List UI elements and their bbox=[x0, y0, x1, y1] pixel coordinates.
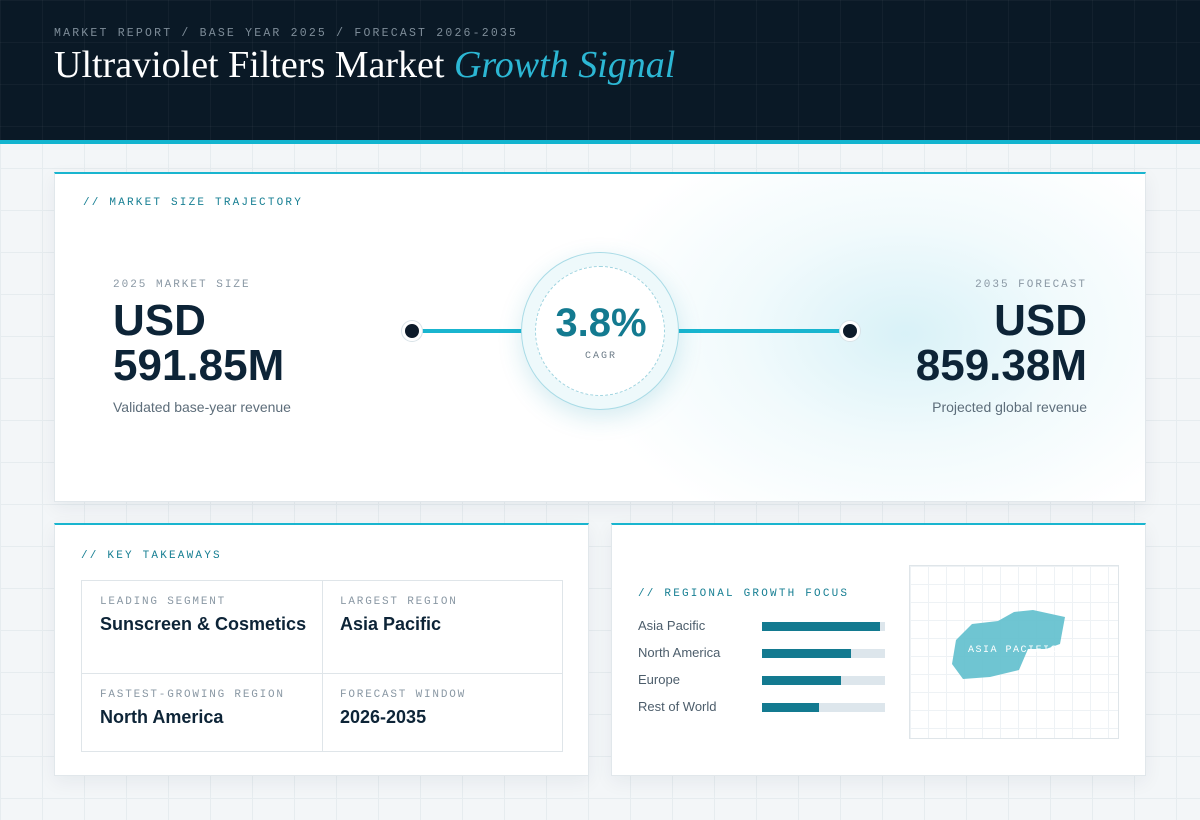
regional-label: // REGIONAL GROWTH FOCUS bbox=[638, 588, 850, 600]
takeaway-key: LEADING SEGMENT bbox=[100, 596, 227, 608]
key-takeaways-card: // KEY TAKEAWAYS LEADING SEGMENT Sunscre… bbox=[54, 523, 589, 776]
market-size-card: // MARKET SIZE TRAJECTORY 2025 MARKET SI… bbox=[54, 172, 1146, 502]
region-name: North America bbox=[638, 645, 721, 660]
region-bar-fill bbox=[762, 622, 881, 631]
takeaway-key: FASTEST-GROWING REGION bbox=[100, 689, 285, 701]
region-bar-track bbox=[762, 703, 885, 712]
grid-divider-vertical bbox=[322, 581, 323, 751]
region-name: Asia Pacific bbox=[638, 618, 706, 633]
base-caption: 2025 MARKET SIZE bbox=[113, 279, 251, 291]
region-bar-fill bbox=[762, 649, 851, 658]
region-bar-track bbox=[762, 676, 885, 685]
region-bar-row: Europe bbox=[638, 670, 888, 690]
cagr-badge: 3.8% CAGR bbox=[521, 252, 679, 410]
asia-pacific-shape bbox=[952, 610, 1065, 679]
region-name: Europe bbox=[638, 672, 680, 687]
report-breadcrumb: MARKET REPORT / BASE YEAR 2025 / FORECAS… bbox=[54, 27, 519, 40]
forecast-caption: 2035 FORECAST bbox=[975, 279, 1087, 291]
cagr-label: CAGR bbox=[584, 351, 617, 362]
region-bar-track bbox=[762, 649, 885, 658]
map-region-label: ASIA PACIFIC bbox=[968, 645, 1059, 656]
takeaway-fastest-growing: FASTEST-GROWING REGION North America bbox=[100, 689, 310, 728]
end-node bbox=[840, 321, 860, 341]
takeaway-value: 2026-2035 bbox=[340, 707, 427, 727]
base-currency: USD bbox=[113, 296, 206, 345]
regional-growth-card: // REGIONAL GROWTH FOCUS Asia Pacific No… bbox=[611, 523, 1146, 776]
takeaway-value: North America bbox=[100, 707, 224, 727]
takeaways-label: // KEY TAKEAWAYS bbox=[81, 550, 222, 562]
region-bar-fill bbox=[762, 676, 841, 685]
takeaway-value: Asia Pacific bbox=[340, 614, 442, 634]
page-title: Ultraviolet Filters Market Growth Signal bbox=[54, 43, 675, 87]
region-bar-row: Asia Pacific bbox=[638, 616, 888, 636]
forecast-note: Projected global revenue bbox=[932, 399, 1087, 415]
report-header: MARKET REPORT / BASE YEAR 2025 / FORECAS… bbox=[0, 0, 1200, 144]
region-bar-track bbox=[762, 622, 885, 631]
title-accent: Growth Signal bbox=[453, 44, 676, 86]
title-main: Ultraviolet Filters Market bbox=[54, 44, 445, 86]
forecast-value: 859.38M bbox=[915, 341, 1087, 390]
takeaway-key: FORECAST WINDOW bbox=[340, 689, 467, 701]
base-value: 591.85M bbox=[113, 341, 285, 390]
region-bar-fill bbox=[762, 703, 819, 712]
trajectory-label: // MARKET SIZE TRAJECTORY bbox=[83, 197, 304, 209]
takeaways-grid: LEADING SEGMENT Sunscreen & Cosmetics LA… bbox=[81, 580, 563, 752]
region-map: ASIA PACIFIC bbox=[909, 565, 1119, 739]
takeaway-forecast-window: FORECAST WINDOW 2026-2035 bbox=[340, 689, 550, 728]
region-name: Rest of World bbox=[638, 699, 717, 714]
grid-divider-horizontal bbox=[82, 673, 562, 674]
forecast-currency: USD bbox=[994, 296, 1087, 345]
region-bar-row: North America bbox=[638, 643, 888, 663]
start-node bbox=[402, 321, 422, 341]
takeaway-value: Sunscreen & Cosmetics bbox=[100, 614, 307, 634]
takeaway-largest-region: LARGEST REGION Asia Pacific bbox=[340, 596, 550, 635]
takeaway-leading-segment: LEADING SEGMENT Sunscreen & Cosmetics bbox=[100, 596, 310, 635]
base-note: Validated base-year revenue bbox=[113, 399, 291, 415]
cagr-value: 3.8% bbox=[555, 301, 647, 345]
cagr-inner-ring: 3.8% CAGR bbox=[535, 266, 665, 396]
takeaway-key: LARGEST REGION bbox=[340, 596, 458, 608]
region-bar-row: Rest of World bbox=[638, 697, 888, 717]
